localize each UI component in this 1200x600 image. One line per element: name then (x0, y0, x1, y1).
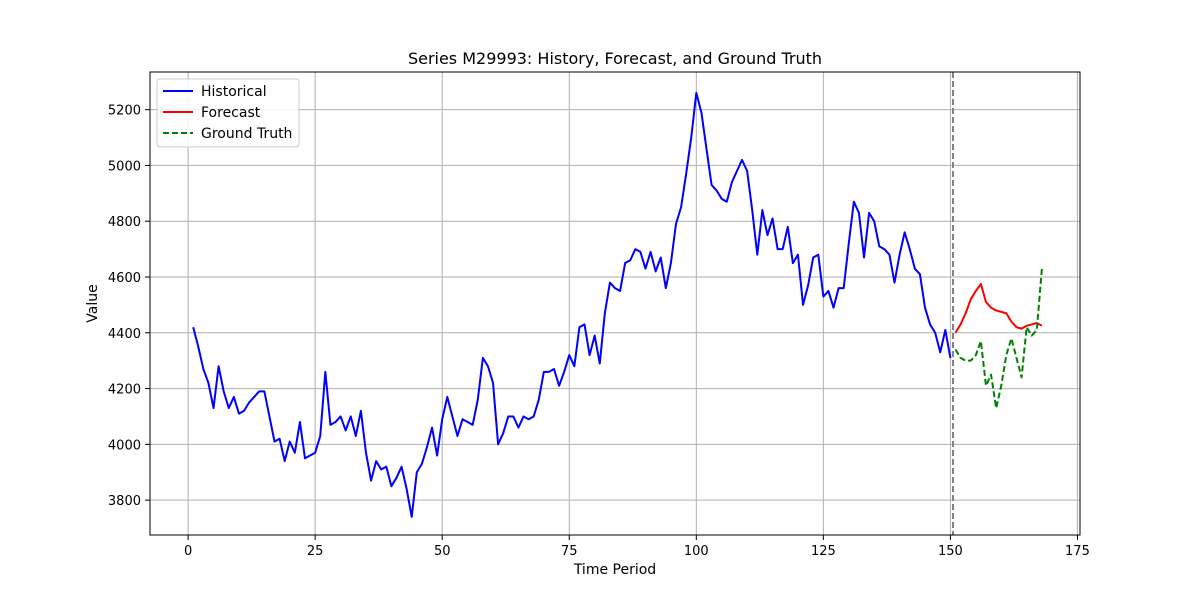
y-tick-label: 4600 (108, 271, 141, 286)
y-axis: 3800 4000 4200 4400 4600 4800 5000 5200 (108, 104, 150, 509)
y-tick-label: 4400 (108, 327, 141, 342)
y-tick-label: 4800 (108, 215, 141, 230)
series-line-ground-truth (954, 268, 1043, 410)
legend-label: Forecast (201, 105, 261, 121)
x-tick-label: 175 (1065, 544, 1090, 559)
chart-title: Series M29993: History, Forecast, and Gr… (408, 49, 822, 68)
x-axis: 0 25 50 75 100 125 150 175 (184, 535, 1090, 559)
legend-label: Ground Truth (201, 126, 292, 142)
legend-box (156, 78, 300, 148)
x-tick-label: 25 (307, 544, 324, 559)
legend-label: Historical (201, 84, 267, 100)
x-tick-label: 125 (811, 544, 836, 559)
y-axis-label: Value (85, 284, 101, 322)
plot-frame (149, 71, 1081, 536)
y-tick-label: 4000 (108, 438, 141, 453)
plot-area (192, 91, 1043, 518)
x-tick-label: 0 (184, 544, 192, 559)
x-tick-label: 75 (561, 544, 578, 559)
series-line-historical (192, 91, 952, 518)
legend: Historical Forecast Ground Truth (156, 78, 300, 148)
grid (150, 72, 1080, 535)
y-tick-label: 5000 (108, 159, 141, 174)
y-tick-label: 5200 (108, 104, 141, 119)
x-axis-label: Time Period (573, 562, 656, 578)
x-tick-label: 50 (434, 544, 451, 559)
series-line-forecast (954, 282, 1043, 334)
y-tick-label: 3800 (108, 494, 141, 509)
y-tick-label: 4200 (108, 383, 141, 398)
x-tick-label: 100 (684, 544, 709, 559)
x-tick-label: 150 (938, 544, 963, 559)
